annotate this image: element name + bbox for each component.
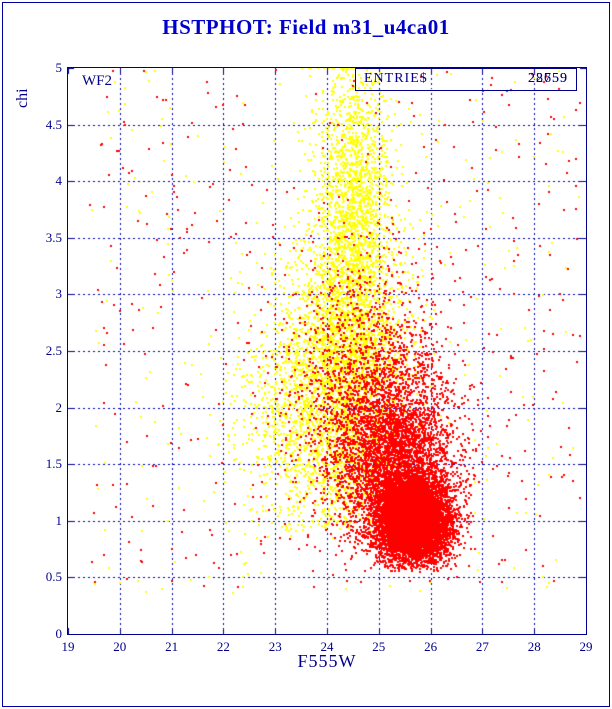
x-axis-label: F555W [297, 651, 357, 671]
entries-box: ENTRIE$ 22759 28659 [355, 68, 577, 91]
y-axis-label: chi [14, 88, 31, 108]
y-tick-label: 0.5 [45, 569, 62, 585]
entries-value-overprint: 28659 [528, 71, 568, 86]
detector-label: WF2 [82, 73, 112, 89]
y-tick-label: 5 [55, 60, 63, 75]
x-tick-label: 22 [216, 639, 230, 654]
y-tick-label: 2.5 [45, 343, 62, 358]
x-tick-label: 19 [61, 639, 75, 654]
page-title: HSTPHOT: Field m31_u4ca01 [162, 15, 450, 39]
y-tick-label: 0 [55, 626, 63, 641]
y-tick-label: 4.5 [45, 116, 62, 132]
y-tick-label: 4 [55, 173, 63, 189]
x-tick-label: 20 [113, 639, 127, 654]
x-tick-label: 27 [475, 639, 489, 654]
y-tick-label: 3 [55, 286, 63, 302]
entries-value: 22759 [528, 71, 568, 86]
x-tick-label: 25 [372, 639, 386, 654]
y-tick-label: 2 [55, 399, 63, 415]
x-tick-label: 29 [579, 639, 593, 654]
y-tick-label: 1 [55, 512, 63, 528]
entries-label: ENTRIE$ [364, 71, 428, 86]
scatter-canvas [67, 67, 587, 635]
x-tick-label: 26 [424, 639, 438, 654]
x-tick-label: 24 [320, 639, 334, 654]
y-tick-label: 1.5 [45, 456, 62, 472]
y-tick-label: 3.5 [45, 229, 62, 245]
x-tick-label: 21 [165, 639, 179, 654]
x-tick-label: 23 [268, 639, 282, 654]
x-tick-label: 28 [527, 639, 541, 654]
